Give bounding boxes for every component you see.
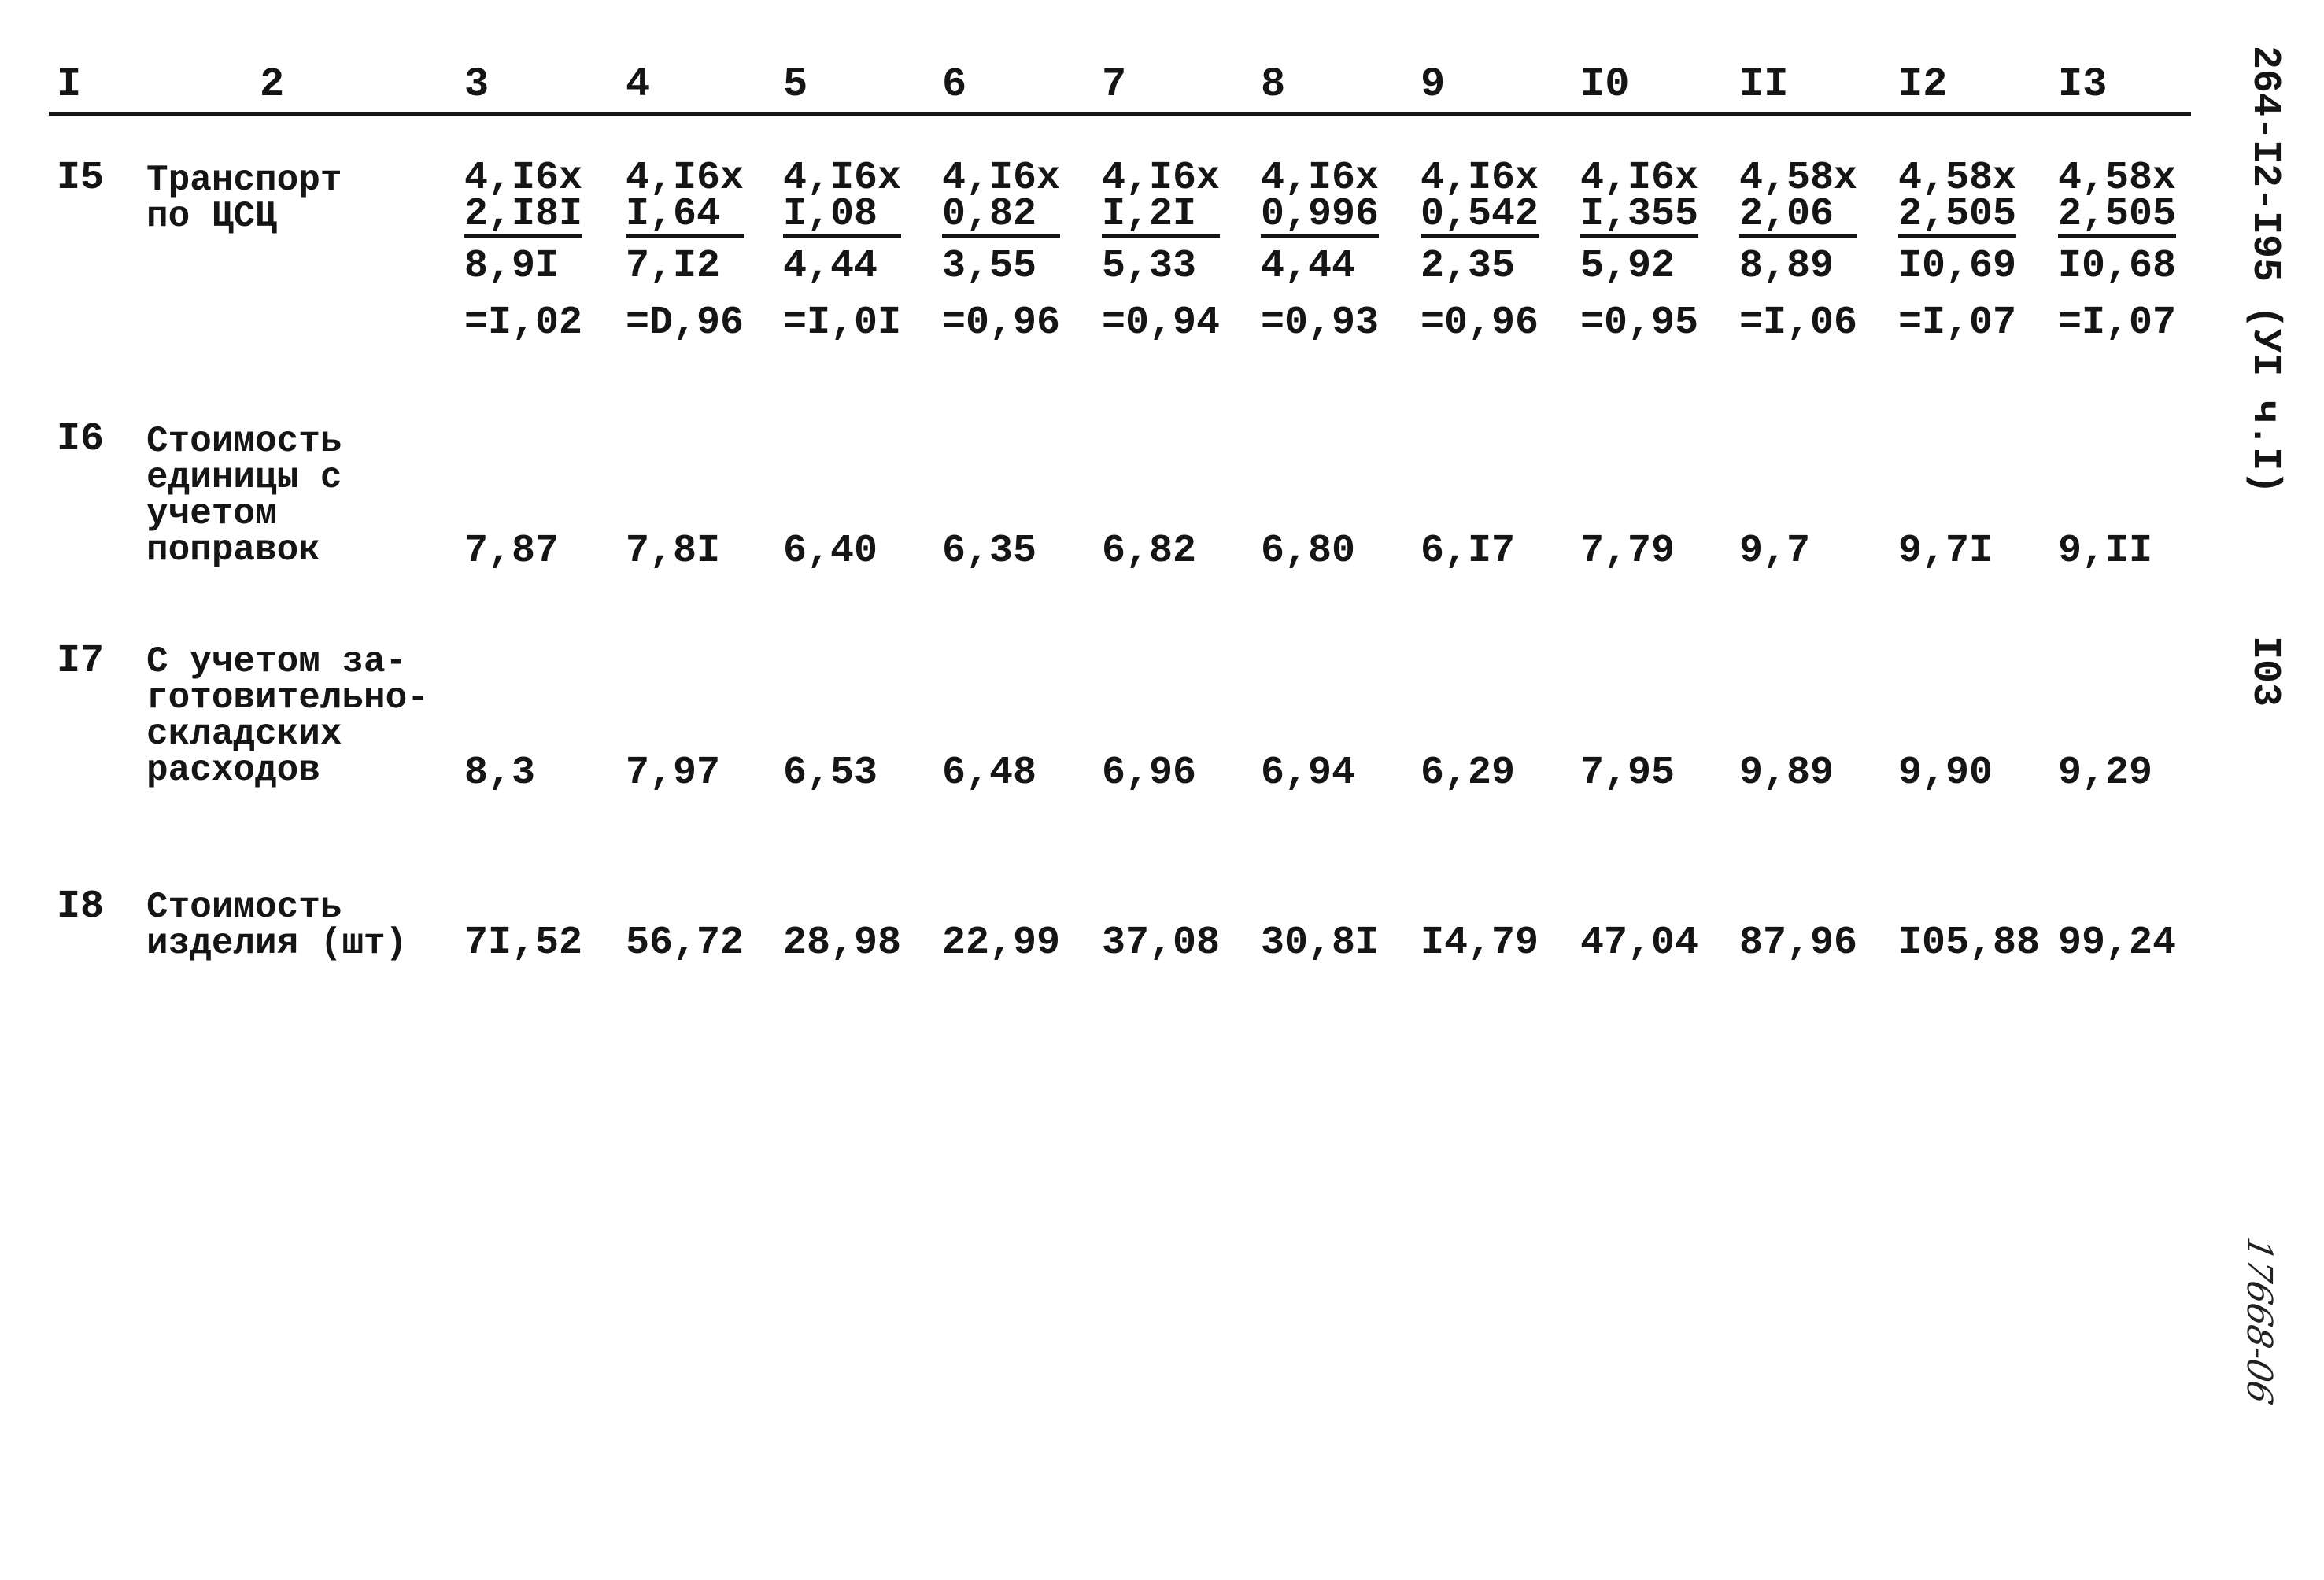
table-cell: 6,29 — [1421, 751, 1516, 796]
table-cell: I4,79 — [1421, 921, 1539, 965]
table-cell: 6,96 — [1102, 751, 1197, 796]
fraction-line — [1421, 234, 1539, 238]
row-number: I7 — [57, 639, 105, 684]
column-header: 7 — [1102, 61, 1127, 108]
table-cell: 6,48 — [942, 751, 1037, 796]
column-header: I0 — [1580, 61, 1630, 108]
page-number: I03 — [2242, 636, 2287, 707]
table-cell: 4,I6x I,08 4,44 =I,0I — [783, 156, 902, 345]
fraction-line — [1580, 234, 1698, 238]
table-cell: 7I,52 — [464, 921, 583, 965]
table-cell: 4,I6x 2,I8I 8,9I =I,02 — [464, 156, 583, 345]
row-label: Транспорт по ЦСЦ — [146, 160, 342, 237]
column-header: 2 — [260, 61, 285, 108]
column-header: II — [1739, 61, 1789, 108]
table-cell: 99,24 — [2058, 921, 2177, 965]
fraction-line — [783, 234, 901, 238]
table-cell: 6,94 — [1261, 751, 1356, 796]
fraction-line — [1898, 234, 2016, 238]
fraction-line — [1261, 234, 1379, 238]
table-cell: 9,90 — [1898, 751, 1993, 796]
table-cell: 4,I6x 0,996 4,44 =0,93 — [1261, 156, 1380, 345]
table-cell: 6,80 — [1261, 529, 1356, 574]
table-cell: 9,7 — [1739, 529, 1811, 574]
handwritten-note: 17668-06 — [2239, 1233, 2279, 1408]
row-number: I6 — [57, 417, 105, 462]
table-cell: 6,35 — [942, 529, 1037, 574]
table-cell: 30,8I — [1261, 921, 1380, 965]
table-cell: 7,95 — [1580, 751, 1676, 796]
table-cell: 9,89 — [1739, 751, 1834, 796]
column-header: I — [57, 61, 82, 108]
fraction-line — [1739, 234, 1857, 238]
table-cell: 4,I6x 0,542 2,35 =0,96 — [1421, 156, 1539, 345]
row-label: Стоимость единицы с учетом поправок — [146, 421, 342, 570]
table-cell: 56,72 — [626, 921, 744, 965]
table-cell: 7,79 — [1580, 529, 1676, 574]
table-cell: 9,29 — [2058, 751, 2153, 796]
column-header: 4 — [626, 61, 651, 108]
table-cell: 4,I6x 0,82 3,55 =0,96 — [942, 156, 1061, 345]
table-cell: 8,3 — [464, 751, 536, 796]
table-cell: 7,87 — [464, 529, 560, 574]
column-header: I2 — [1898, 61, 1948, 108]
header-rule — [49, 112, 2191, 116]
table-cell: 22,99 — [942, 921, 1061, 965]
table-cell: 6,82 — [1102, 529, 1197, 574]
table-cell: 6,53 — [783, 751, 878, 796]
table-cell: 47,04 — [1580, 921, 1699, 965]
column-header: I3 — [2058, 61, 2108, 108]
fraction-line — [942, 234, 1060, 238]
table-cell: 6,I7 — [1421, 529, 1516, 574]
column-header: 3 — [464, 61, 490, 108]
table-cell: 9,II — [2058, 529, 2153, 574]
table-cell: 37,08 — [1102, 921, 1221, 965]
table-cell: 4,58x 2,505 I0,69 =I,07 — [1898, 156, 2017, 345]
table-cell: I05,88 — [1898, 921, 2041, 965]
row-number: I8 — [57, 884, 105, 929]
fraction-line — [464, 234, 582, 238]
column-header: 9 — [1421, 61, 1446, 108]
table-cell: 28,98 — [783, 921, 902, 965]
row-number: I5 — [57, 156, 105, 201]
table-cell: 4,58x 2,505 I0,68 =I,07 — [2058, 156, 2177, 345]
table-cell: 7,97 — [626, 751, 721, 796]
table-cell: 87,96 — [1739, 921, 1858, 965]
table-cell: 7,8I — [626, 529, 721, 574]
row-label: Стоимость изделия (шт) — [146, 887, 408, 964]
fraction-line — [626, 234, 744, 238]
table-cell: 4,58x 2,06 8,89 =I,06 — [1739, 156, 1858, 345]
table-cell: 4,I6x I,2I 5,33 =0,94 — [1102, 156, 1221, 345]
column-header: 6 — [942, 61, 967, 108]
table-cell: 4,I6x I,355 5,92 =0,95 — [1580, 156, 1699, 345]
column-header: 5 — [783, 61, 808, 108]
table-cell: 6,40 — [783, 529, 878, 574]
row-label: С учетом за- готовительно- складских рас… — [146, 641, 429, 791]
column-header: 8 — [1261, 61, 1286, 108]
fraction-line — [1102, 234, 1220, 238]
table-cell: 9,7I — [1898, 529, 1993, 574]
table-cell: 4,I6x I,64 7,I2 =D,96 — [626, 156, 744, 345]
document-code: 264-I2-I95 (УI ч.I) — [2242, 46, 2287, 495]
fraction-line — [2058, 234, 2176, 238]
